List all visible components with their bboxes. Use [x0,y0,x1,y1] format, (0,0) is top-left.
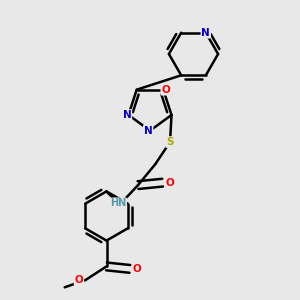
Text: O: O [161,85,170,95]
Text: O: O [133,264,141,274]
Text: HN: HN [110,198,126,208]
Text: N: N [144,126,153,136]
Text: O: O [166,178,174,188]
Text: S: S [166,137,174,147]
Text: N: N [201,28,210,38]
Text: N: N [123,110,131,120]
Text: O: O [75,275,83,285]
